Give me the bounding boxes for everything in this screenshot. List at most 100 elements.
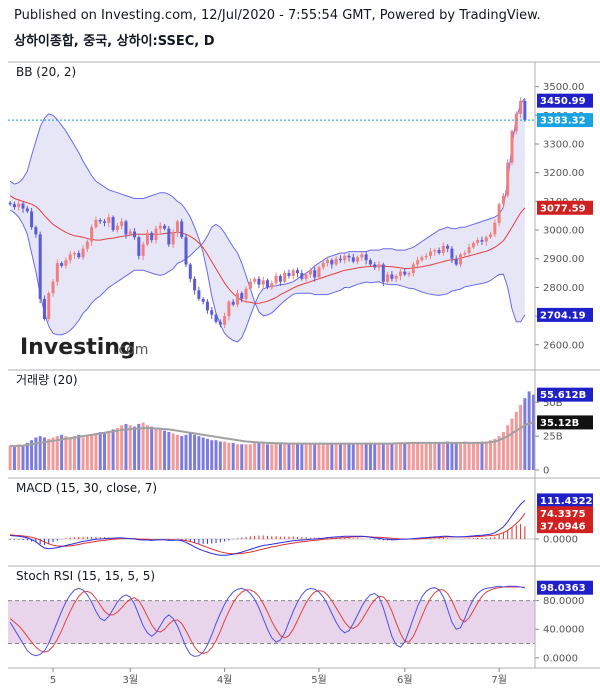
candle — [330, 258, 334, 269]
watermark-suffix: .com — [114, 342, 148, 358]
candle — [403, 268, 407, 277]
value-tag-label: 55.612B — [540, 390, 586, 401]
candle — [476, 237, 480, 246]
candle-body — [270, 283, 274, 288]
candle — [463, 250, 467, 258]
volume-bar — [506, 425, 510, 470]
candle-body — [253, 278, 257, 282]
candle — [287, 269, 291, 279]
volume-bar — [68, 437, 72, 470]
candle-body — [519, 100, 523, 114]
candle — [141, 241, 145, 261]
candle-body — [364, 254, 368, 261]
candle-body — [471, 242, 475, 248]
panel-title: 거래량 (20) — [16, 373, 78, 387]
candle — [55, 259, 59, 286]
volume-bar — [368, 444, 372, 470]
volume-bar — [480, 441, 484, 470]
volume-bar — [308, 442, 312, 470]
candle-body — [476, 240, 480, 243]
volume-bar — [296, 444, 300, 470]
volume-bar — [411, 442, 415, 470]
volume-bar — [193, 434, 197, 470]
candle-body — [351, 257, 355, 262]
candle-body — [120, 221, 124, 226]
volume-bar — [107, 430, 111, 470]
candle — [25, 205, 29, 214]
volume-bar — [257, 442, 261, 470]
candle — [493, 219, 497, 237]
candle — [343, 254, 347, 264]
value-tag — [537, 93, 593, 108]
value-tag — [537, 200, 593, 215]
volume-bar — [133, 426, 137, 470]
volume-bar — [94, 433, 98, 470]
volume-bar — [484, 441, 488, 470]
candle-body — [480, 240, 484, 242]
candle — [167, 226, 171, 247]
candle-body — [283, 273, 287, 282]
volume-bar — [514, 411, 518, 470]
volume-bar — [523, 398, 527, 470]
candle — [17, 200, 21, 211]
volume-bar — [150, 426, 154, 470]
volume-bar — [300, 444, 304, 470]
volume-bar — [347, 442, 351, 470]
candle-body — [197, 290, 201, 299]
volume-bar — [381, 442, 385, 470]
candle — [68, 250, 72, 264]
candle-body — [261, 280, 265, 285]
volume-bar — [42, 437, 46, 470]
candle — [278, 274, 282, 286]
candle-body — [103, 221, 107, 223]
panel-title: MACD (15, 30, close, 7) — [16, 481, 157, 495]
volume-bar — [321, 442, 325, 470]
volume-bar — [407, 442, 411, 470]
candle — [437, 247, 441, 255]
candle-body — [223, 316, 227, 325]
candle — [454, 255, 458, 267]
candle-body — [300, 273, 304, 279]
candle-body — [81, 248, 85, 258]
volume-bar — [351, 444, 355, 470]
volume-bar — [77, 434, 81, 470]
candle — [60, 261, 64, 268]
volume-bar — [519, 404, 523, 470]
volume-bar — [34, 437, 38, 470]
candle — [90, 224, 94, 246]
candle — [72, 251, 76, 259]
volume-bar — [8, 445, 12, 470]
candle-body — [137, 237, 141, 256]
candle-body — [287, 273, 291, 276]
value-tag-label: 74.3375 — [540, 509, 586, 520]
value-tag — [537, 113, 593, 128]
volume-bar — [111, 429, 115, 470]
volume-bar — [471, 442, 475, 470]
candle-body — [514, 113, 518, 132]
candle-body — [321, 263, 325, 268]
volume-bar — [244, 444, 248, 470]
candle — [467, 243, 471, 258]
candle-body — [523, 100, 527, 121]
candle — [128, 228, 132, 237]
candle — [364, 250, 368, 265]
volume-bar — [398, 442, 402, 470]
volume-bar — [205, 438, 209, 470]
candle — [338, 255, 342, 263]
candle — [94, 216, 98, 229]
candle — [506, 159, 510, 198]
volume-bar — [433, 442, 437, 470]
candle-body — [291, 270, 295, 276]
volume-bar — [30, 440, 34, 470]
value-tag-label: 111.4322 — [540, 496, 593, 507]
watermark-brand: Investing — [20, 335, 136, 360]
volume-bar — [55, 436, 59, 470]
candle-body — [141, 244, 145, 256]
candle — [184, 233, 188, 268]
volume-bar — [291, 442, 295, 470]
value-tag — [537, 493, 593, 508]
candle-body — [454, 258, 458, 265]
candle-body — [64, 260, 68, 266]
candle-body — [38, 234, 42, 299]
